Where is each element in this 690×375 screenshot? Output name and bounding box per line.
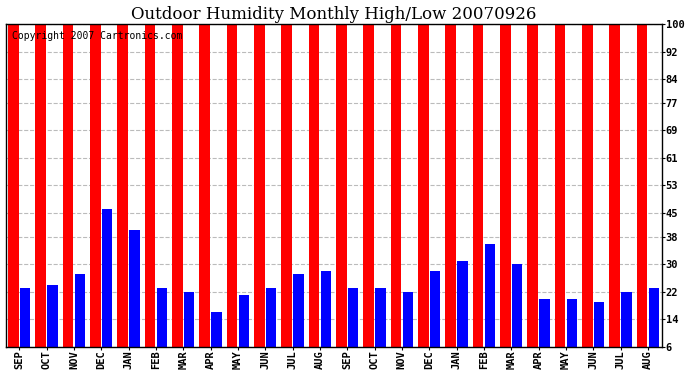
Bar xyxy=(348,288,358,367)
Bar xyxy=(117,24,128,367)
Bar xyxy=(527,24,538,367)
Bar xyxy=(157,288,167,367)
Bar xyxy=(293,274,304,367)
Bar xyxy=(211,312,221,367)
Bar xyxy=(621,292,632,367)
Bar xyxy=(402,292,413,367)
Bar xyxy=(336,24,346,367)
Bar xyxy=(484,244,495,367)
Bar xyxy=(199,24,210,367)
Bar xyxy=(539,298,550,367)
Bar xyxy=(391,24,401,367)
Bar xyxy=(129,230,140,367)
Bar xyxy=(609,24,620,367)
Bar xyxy=(254,24,264,367)
Bar xyxy=(594,302,604,367)
Bar xyxy=(418,24,428,367)
Bar xyxy=(227,24,237,367)
Bar xyxy=(8,24,19,367)
Bar xyxy=(555,24,565,367)
Bar xyxy=(266,288,277,367)
Bar xyxy=(63,24,73,367)
Bar xyxy=(500,24,511,367)
Bar xyxy=(90,24,101,367)
Bar xyxy=(282,24,292,367)
Bar xyxy=(375,288,386,367)
Bar xyxy=(20,288,30,367)
Bar xyxy=(582,24,593,367)
Bar xyxy=(308,24,319,367)
Bar xyxy=(566,298,577,367)
Bar xyxy=(445,24,456,367)
Bar xyxy=(457,261,468,367)
Bar xyxy=(364,24,374,367)
Bar xyxy=(512,264,522,367)
Bar xyxy=(172,24,183,367)
Bar xyxy=(649,288,659,367)
Text: Copyright 2007 Cartronics.com: Copyright 2007 Cartronics.com xyxy=(12,30,182,40)
Bar xyxy=(637,24,647,367)
Bar xyxy=(75,274,85,367)
Bar xyxy=(184,292,195,367)
Bar xyxy=(321,271,331,367)
Bar xyxy=(47,285,58,367)
Bar xyxy=(430,271,440,367)
Bar xyxy=(145,24,155,367)
Bar xyxy=(473,24,483,367)
Bar xyxy=(102,209,112,367)
Bar xyxy=(35,24,46,367)
Bar xyxy=(239,295,249,367)
Title: Outdoor Humidity Monthly High/Low 20070926: Outdoor Humidity Monthly High/Low 200709… xyxy=(131,6,536,22)
